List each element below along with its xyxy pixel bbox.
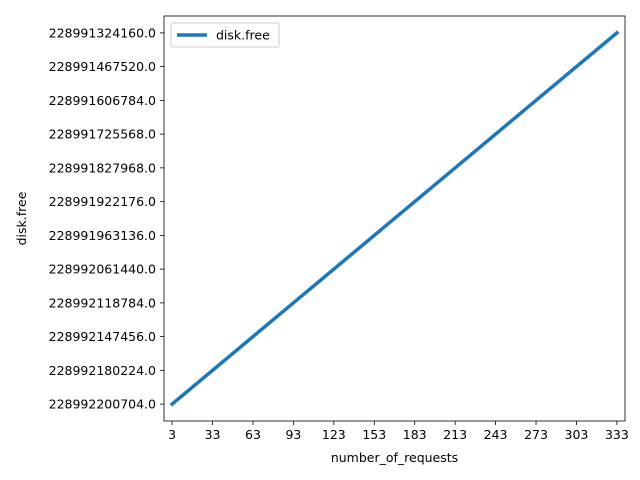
x-tick-label: 213: [443, 427, 467, 442]
series-layer: [169, 30, 620, 407]
series-line-disk-free: [169, 30, 620, 407]
y-tick-label: 228992118784.0: [49, 295, 156, 310]
y-tick-label: 228991324160.0: [49, 25, 156, 40]
y-axis-label: disk.free: [14, 191, 29, 245]
x-tick-label: 303: [565, 427, 589, 442]
y-tick-label: 228991467520.0: [49, 59, 156, 74]
x-tick-label: 333: [605, 427, 629, 442]
x-axis-label: number_of_requests: [331, 450, 458, 465]
y-tick-label: 228992147456.0: [49, 329, 156, 344]
x-axis-ticks: 3 33 63 93 123 153 183 213 243 273 303 333: [168, 421, 629, 442]
legend-label-disk-free: disk.free: [216, 28, 270, 43]
y-tick-label: 228992200704.0: [49, 397, 156, 412]
y-tick-label: 228992061440.0: [49, 262, 156, 277]
y-tick-label: 228991922176.0: [49, 194, 156, 209]
x-tick-label: 273: [524, 427, 548, 442]
x-tick-label: 3: [168, 427, 176, 442]
x-tick-label: 153: [362, 427, 386, 442]
x-tick-label: 183: [403, 427, 427, 442]
y-tick-label: 228991827968.0: [49, 160, 156, 175]
y-axis-ticks: 228992200704.0 228992180224.0 228992147456…: [49, 25, 164, 412]
plot-frame: [163, 15, 626, 422]
y-tick-label: 228992180224.0: [49, 363, 156, 378]
x-tick-label: 93: [285, 427, 301, 442]
legend-box: [170, 22, 280, 48]
y-tick-label: 228991606784.0: [49, 93, 156, 108]
y-tick-label: 228991725568.0: [49, 127, 156, 142]
x-tick-label: 33: [205, 427, 221, 442]
x-tick-label: 123: [322, 427, 346, 442]
x-tick-label: 63: [245, 427, 261, 442]
legend: disk.free: [170, 22, 280, 48]
x-tick-label: 243: [484, 427, 508, 442]
y-tick-label: 228991963136.0: [49, 228, 156, 243]
